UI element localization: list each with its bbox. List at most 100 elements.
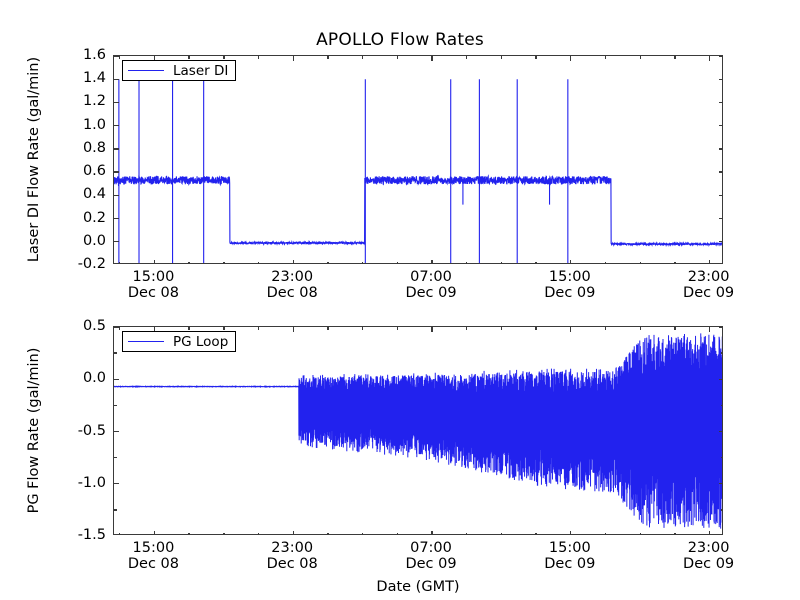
x-minor-tick-mark xyxy=(535,262,537,263)
y-tick-label: 0.5 xyxy=(82,318,106,334)
x-minor-tick-mark xyxy=(327,327,329,330)
y-tick-mark xyxy=(114,217,119,220)
x-tick-time: 15:00 xyxy=(548,269,591,285)
x-tick-mark xyxy=(292,327,294,332)
x-minor-tick-mark xyxy=(500,533,503,534)
y-tick-mark xyxy=(114,194,119,197)
y-tick-mark xyxy=(114,327,119,328)
figure-title: APOLLO Flow Rates xyxy=(316,30,484,50)
x-minor-tick-mark xyxy=(119,327,121,330)
x-minor-tick-mark xyxy=(500,56,503,59)
x-tick-mark xyxy=(292,531,294,534)
y-tick-mark xyxy=(719,430,722,433)
x-minor-tick-mark xyxy=(361,56,364,59)
x-minor-tick-mark xyxy=(119,56,121,59)
x-minor-tick-mark xyxy=(188,533,190,534)
x-tick-mark xyxy=(708,327,711,332)
y-tick-label: 0.4 xyxy=(82,186,106,203)
x-tick-time: 07:00 xyxy=(410,269,452,285)
y-tick-mark xyxy=(719,483,722,485)
plot-axes-laser-di: Laser DI xyxy=(113,55,723,264)
x-tick-mark xyxy=(708,531,711,534)
x-minor-tick-mark xyxy=(119,533,121,534)
x-tick-time: 15:00 xyxy=(132,269,175,285)
x-tick-mark xyxy=(570,56,572,61)
y-minor-tick-mark xyxy=(721,456,722,459)
plot-axes-pg-loop: PG Loop xyxy=(113,326,723,535)
legend-laser-di: Laser DI xyxy=(122,60,237,81)
y-axis-label-laser-di: Laser DI Flow Rate (gal/min) xyxy=(26,56,42,263)
x-minor-tick-mark xyxy=(674,262,676,263)
x-minor-tick-mark xyxy=(639,56,641,59)
x-minor-tick-mark xyxy=(188,327,190,330)
y-tick-label: 1.4 xyxy=(82,70,106,87)
x-minor-tick-mark xyxy=(604,262,607,263)
pg-loop-trace xyxy=(114,333,722,529)
y-minor-tick-mark xyxy=(114,404,117,407)
laser-di-trace xyxy=(114,79,722,263)
x-minor-tick-mark xyxy=(327,56,329,59)
legend-pg-loop: PG Loop xyxy=(122,331,237,352)
x-tick-date: Dec 08 xyxy=(266,556,318,573)
legend-line-swatch-pg-loop xyxy=(128,341,164,342)
x-minor-tick-mark xyxy=(327,533,329,534)
x-minor-tick-mark xyxy=(361,533,364,534)
x-minor-tick-mark xyxy=(639,327,641,330)
x-minor-tick-mark xyxy=(604,533,607,534)
y-tick-label: 0.8 xyxy=(82,139,106,156)
x-minor-tick-mark xyxy=(396,56,398,59)
x-minor-tick-mark xyxy=(327,262,329,263)
x-minor-tick-mark xyxy=(223,56,225,59)
y-tick-mark xyxy=(114,101,119,104)
y-tick-mark xyxy=(114,378,119,380)
x-tick-mark xyxy=(431,531,433,534)
x-minor-tick-mark xyxy=(604,56,607,59)
x-tick-time: 15:00 xyxy=(132,540,175,556)
x-tick-date: Dec 09 xyxy=(683,285,735,302)
x-minor-tick-mark xyxy=(396,262,398,263)
x-tick-mark xyxy=(153,56,156,61)
x-tick-date: Dec 08 xyxy=(127,556,179,573)
x-minor-tick-mark xyxy=(361,262,364,263)
y-tick-mark xyxy=(719,327,722,328)
x-minor-tick-mark xyxy=(466,533,468,534)
x-minor-tick-mark xyxy=(188,56,190,59)
x-minor-tick-mark xyxy=(535,327,537,330)
laser-di-data-line xyxy=(114,79,722,263)
x-minor-tick-mark xyxy=(119,262,121,263)
y-tick-label: -1.5 xyxy=(77,527,106,543)
x-tick-label: 07:00 Dec 09 xyxy=(405,269,456,301)
x-tick-label: 23:00 Dec 09 xyxy=(683,540,734,572)
y-tick-mark xyxy=(719,241,722,243)
x-minor-tick-mark xyxy=(535,56,537,59)
y-minor-tick-mark xyxy=(721,404,722,407)
y-tick-label: -0.5 xyxy=(77,422,106,439)
x-minor-tick-mark xyxy=(223,533,225,534)
x-minor-tick-mark xyxy=(500,327,503,330)
x-tick-mark xyxy=(153,260,156,263)
x-tick-label: 23:00 Dec 08 xyxy=(267,269,318,301)
x-minor-tick-mark xyxy=(223,262,225,263)
x-tick-mark xyxy=(431,260,433,263)
y-tick-mark xyxy=(719,56,722,57)
x-tick-mark xyxy=(292,56,294,61)
y-tick-mark xyxy=(114,430,119,433)
legend-label-laser-di: Laser DI xyxy=(173,62,229,79)
x-tick-time: 15:00 xyxy=(548,540,591,556)
x-tick-mark xyxy=(153,327,156,332)
y-tick-mark xyxy=(719,217,722,220)
x-tick-label: 07:00 Dec 09 xyxy=(405,540,456,572)
x-minor-tick-mark xyxy=(639,533,641,534)
y-minor-tick-mark xyxy=(114,456,117,459)
y-tick-mark xyxy=(114,148,119,150)
y-tick-label: 1.2 xyxy=(82,93,106,110)
y-tick-mark xyxy=(719,171,722,173)
x-tick-time: 23:00 xyxy=(271,540,314,556)
y-tick-label: 0.0 xyxy=(82,370,106,387)
x-tick-label: 15:00 Dec 08 xyxy=(128,269,179,301)
y-tick-mark xyxy=(114,171,119,173)
y-tick-label: 0.2 xyxy=(82,209,106,226)
x-minor-tick-mark xyxy=(257,533,260,534)
x-minor-tick-mark xyxy=(535,533,537,534)
x-minor-tick-mark xyxy=(257,327,260,330)
